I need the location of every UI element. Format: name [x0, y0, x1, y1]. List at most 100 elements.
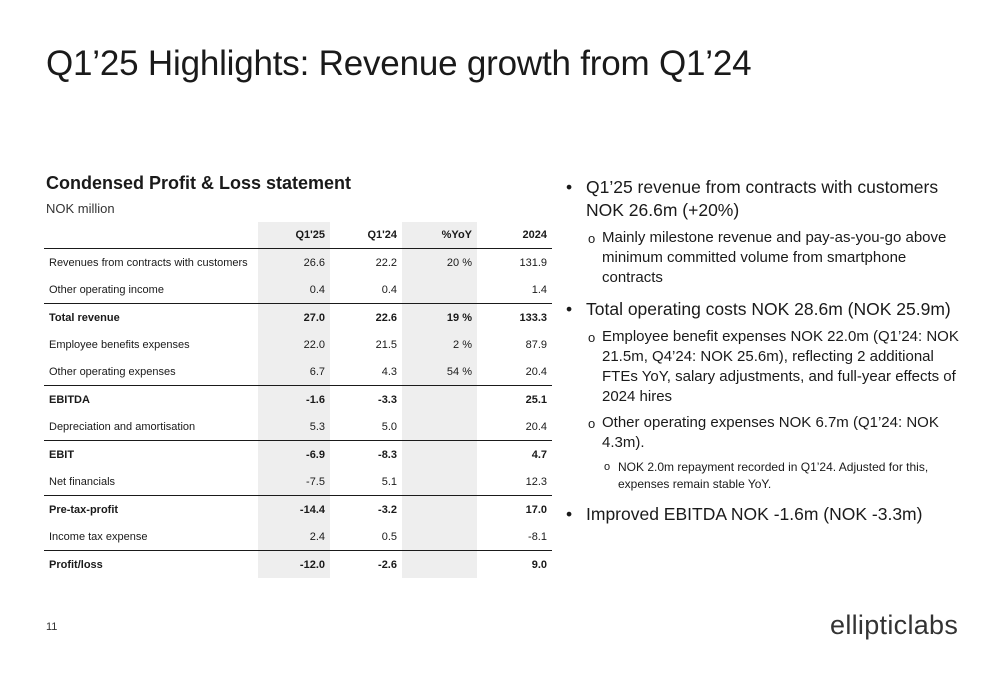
sub-bullet-text: Employee benefit expenses NOK 22.0m (Q1’…: [602, 328, 959, 405]
pl-header-yoy: %YoY: [402, 222, 477, 249]
bullet-ebitda: • Improved EBITDA NOK -1.6m (NOK -3.3m): [566, 503, 966, 526]
bullet-text: Improved EBITDA NOK -1.6m (NOK -3.3m): [586, 504, 923, 524]
row-label: Employee benefits expenses: [49, 338, 190, 351]
cell-q1-24: 0.5: [381, 530, 397, 543]
cell-yoy: [402, 385, 477, 413]
row-label: EBITDA: [44, 385, 258, 413]
bullet-revenue: • Q1’25 revenue from contracts with cust…: [566, 176, 966, 222]
cell-q1-24: 5.1: [381, 475, 397, 488]
cell-q1-25: -12.0: [258, 550, 330, 578]
cell-q1-25: 0.4: [258, 276, 330, 304]
table-row: Employee benefits expenses 22.0 21.5 2 %…: [44, 331, 552, 358]
pl-title: Condensed Profit & Loss statement: [46, 173, 352, 193]
cell-2024: 133.3: [477, 303, 552, 331]
row-label: Other operating income: [49, 283, 164, 296]
cell-q1-25: 22.0: [258, 331, 330, 358]
cell-q1-24: 22.6: [330, 303, 402, 331]
row-label: Revenues from contracts with customers: [49, 256, 248, 269]
cell-2024: 17.0: [477, 495, 552, 523]
cell-yoy: 19 %: [402, 303, 477, 331]
cell-yoy: [402, 440, 477, 468]
table-row: Depreciation and amortisation 5.3 5.0 20…: [44, 413, 552, 441]
cell-q1-24: 0.4: [381, 283, 397, 296]
cell-yoy: [402, 523, 477, 551]
row-label: Net financials: [49, 475, 116, 488]
cell-yoy: [402, 495, 477, 523]
table-row: Revenues from contracts with customers 2…: [44, 248, 552, 276]
cell-q1-24: -3.3: [330, 385, 402, 413]
cell-q1-24: -3.2: [330, 495, 402, 523]
bullet-icon: •: [566, 504, 573, 524]
logo-part-labs: labs: [907, 610, 959, 640]
row-label: Total revenue: [44, 303, 258, 331]
cell-q1-25: 27.0: [258, 303, 330, 331]
cell-yoy: 20 %: [402, 248, 477, 276]
cell-q1-25: 6.7: [258, 358, 330, 386]
cell-2024: -8.1: [528, 530, 547, 543]
cell-2024: 12.3: [525, 475, 547, 488]
sub-bullet-other-costs: o Other operating expenses NOK 6.7m (Q1’…: [566, 413, 966, 453]
cell-q1-25: -14.4: [258, 495, 330, 523]
pl-header-2024: 2024: [477, 222, 552, 249]
table-row: Net financials -7.5 5.1 12.3: [44, 468, 552, 496]
table-row: Other operating expenses 6.7 4.3 54 % 20…: [44, 358, 552, 386]
sub-bullet-text: Other operating expenses NOK 6.7m (Q1’24…: [602, 414, 939, 451]
table-row: EBITDA -1.6 -3.3 25.1: [44, 385, 552, 413]
highlights-list: • Q1’25 revenue from contracts with cust…: [566, 176, 966, 532]
cell-yoy: [402, 550, 477, 578]
row-label: Other operating expenses: [49, 365, 176, 378]
cell-2024: 20.4: [525, 365, 547, 378]
cell-q1-24: -2.6: [330, 550, 402, 578]
cell-2024: 1.4: [531, 283, 547, 296]
cell-2024: 87.9: [525, 338, 547, 351]
bullet-icon: •: [566, 177, 573, 197]
cell-yoy: [402, 468, 477, 496]
table-row: Pre-tax-profit -14.4 -3.2 17.0: [44, 495, 552, 523]
table-row: Other operating income 0.4 0.4 1.4: [44, 276, 552, 304]
cell-yoy: 54 %: [402, 358, 477, 386]
sub-bullet-icon: o: [588, 330, 596, 345]
sub-bullet-employee-costs: o Employee benefit expenses NOK 22.0m (Q…: [566, 327, 966, 407]
cell-yoy: [402, 276, 477, 304]
table-row: Profit/loss -12.0 -2.6 9.0: [44, 550, 552, 578]
sub-sub-bullet-repayment: o NOK 2.0m repayment recorded in Q1’24. …: [566, 459, 966, 493]
pl-header-row: Q1'25 Q1'24 %YoY 2024: [44, 222, 552, 249]
sub-bullet-icon: o: [588, 416, 596, 431]
cell-yoy: 2 %: [402, 331, 477, 358]
pl-table: Q1'25 Q1'24 %YoY 2024 Revenues from cont…: [44, 222, 552, 578]
slide-title: Q1’25 Highlights: Revenue growth from Q1…: [46, 44, 752, 83]
row-label: EBIT: [44, 440, 258, 468]
cell-q1-25: 5.3: [258, 413, 330, 441]
cell-q1-24: 4.3: [381, 365, 397, 378]
cell-yoy: [402, 413, 477, 441]
sub-bullet-icon: o: [604, 461, 611, 473]
cell-2024: 4.7: [477, 440, 552, 468]
sub-bullet-revenue-detail: o Mainly milestone revenue and pay-as-yo…: [566, 228, 966, 288]
cell-q1-25: -7.5: [258, 468, 330, 496]
ellipticlabs-logo: ellipticlabs: [830, 610, 958, 641]
table-row: Total revenue 27.0 22.6 19 % 133.3: [44, 303, 552, 331]
row-label: Depreciation and amortisation: [49, 420, 196, 433]
page-number: 11: [46, 621, 58, 633]
sub-bullet-icon: o: [588, 231, 596, 246]
cell-2024: 20.4: [525, 420, 547, 433]
cell-q1-24: 5.0: [381, 420, 397, 433]
cell-q1-24: -8.3: [330, 440, 402, 468]
cell-q1-24: 22.2: [375, 256, 397, 269]
cell-2024: 131.9: [519, 256, 547, 269]
table-row: EBIT -6.9 -8.3 4.7: [44, 440, 552, 468]
row-label: Income tax expense: [49, 530, 148, 543]
cell-2024: 9.0: [477, 550, 552, 578]
row-label: Pre-tax-profit: [44, 495, 258, 523]
bullet-costs: • Total operating costs NOK 28.6m (NOK 2…: [566, 298, 966, 321]
pl-header-q1-24: Q1'24: [330, 222, 402, 249]
pl-unit: NOK million: [46, 201, 115, 216]
cell-q1-25: 26.6: [258, 248, 330, 276]
sub-sub-bullet-text: NOK 2.0m repayment recorded in Q1’24. Ad…: [618, 460, 929, 491]
logo-part-elliptic: elliptic: [830, 610, 908, 640]
pl-header-label: [44, 222, 258, 249]
cell-q1-24: 21.5: [375, 338, 397, 351]
cell-q1-25: -6.9: [258, 440, 330, 468]
table-row: Income tax expense 2.4 0.5 -8.1: [44, 523, 552, 551]
bullet-text: Total operating costs NOK 28.6m (NOK 25.…: [586, 299, 951, 319]
